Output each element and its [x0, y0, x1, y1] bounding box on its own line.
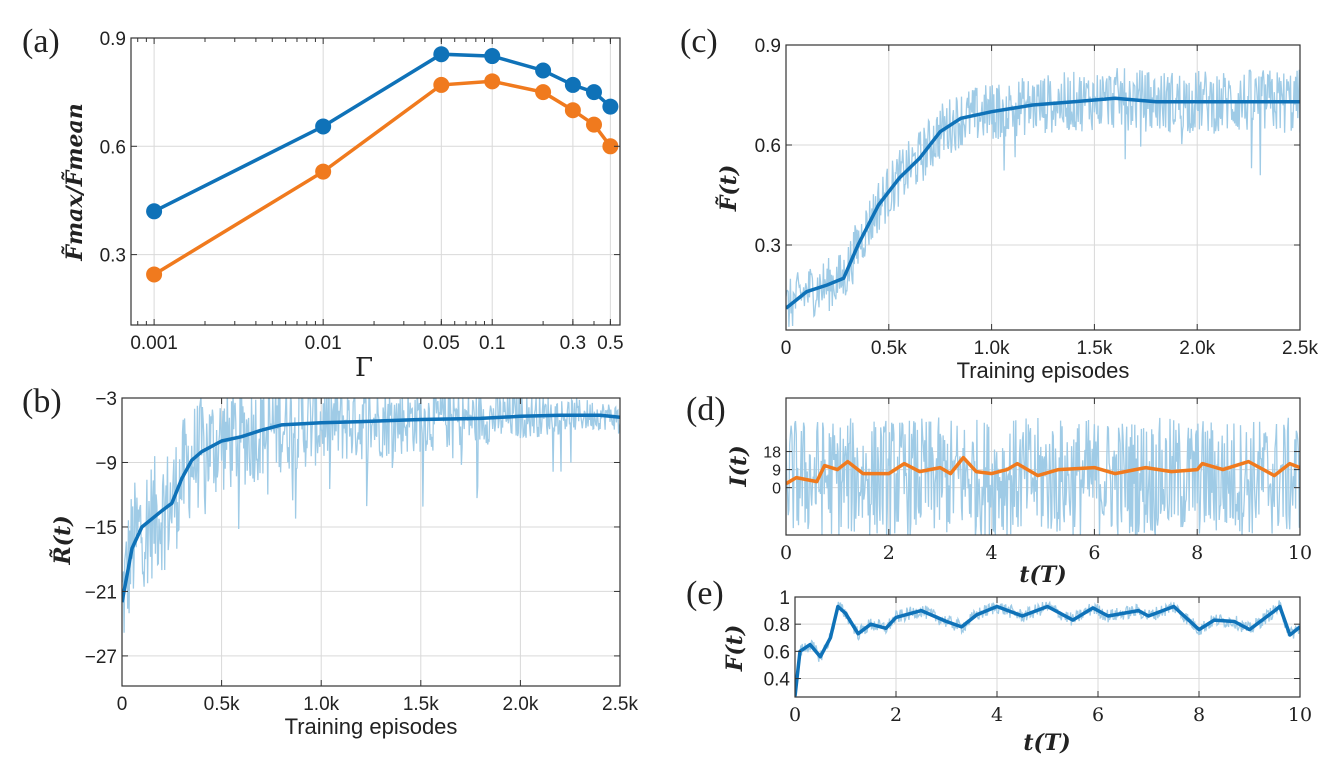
xlabel-b: Training episodes	[285, 714, 458, 739]
ylabel-e: F(t)	[722, 625, 748, 673]
y-tick-label: −3	[95, 389, 117, 410]
xlabel-d: t(T)	[1019, 562, 1066, 588]
plot-frame	[785, 44, 1301, 331]
x-tick-label: 6	[1088, 542, 1100, 564]
ylabel-d: I(t)	[726, 445, 752, 487]
x-tick-label: 0.3	[560, 333, 586, 354]
data-point-blue	[564, 76, 581, 93]
y-tick-label: 9	[772, 463, 781, 480]
x-tick-label: 0.5k	[204, 694, 240, 715]
panel-a: 0.001 0.01 0.05 0.1 0.3 0.5 0.3 0.6 0.9	[100, 29, 624, 354]
x-tick-label: 2	[883, 542, 895, 564]
x-tick-label: 10	[1288, 704, 1312, 726]
x-tick-label: 1.5k	[403, 694, 439, 715]
x-tick-label: 0.5k	[871, 338, 907, 359]
panel-b: 0 0.5k 1.0k 1.5k 2.0k 2.5k −27 −21 −15 −9 −3	[85, 389, 639, 715]
y-tick-label: 0.6	[764, 642, 790, 663]
x-tick-label: 2.0k	[1179, 338, 1215, 359]
x-tick-label: 10	[1288, 542, 1312, 564]
data-point-blue	[535, 62, 552, 79]
raw-series-line	[795, 600, 1300, 697]
y-tick-label: −9	[95, 453, 117, 474]
data-point-orange	[585, 116, 602, 133]
smoothed-series-line	[786, 96, 1300, 310]
smoothed-series-line	[795, 604, 1300, 697]
x-tick-label: 0	[789, 704, 801, 726]
plot-frame	[130, 37, 621, 326]
x-tick-label: 0.05	[423, 333, 460, 354]
data-point-orange	[564, 102, 581, 119]
ylabel-b: R̃(t)	[50, 515, 76, 565]
y-tick-label: 0.3	[100, 246, 126, 267]
data-point-blue	[433, 46, 450, 63]
data-point-blue	[585, 84, 602, 101]
data-point-orange	[315, 163, 332, 180]
data-point-orange	[602, 138, 619, 155]
data-point-orange	[535, 84, 552, 101]
x-tick-label: 2.5k	[602, 694, 638, 715]
x-tick-label: 4	[991, 704, 1003, 726]
x-tick-label: 1.0k	[974, 338, 1010, 359]
x-tick-label: 1.0k	[303, 694, 339, 715]
x-tick-label: 4	[986, 542, 998, 564]
xlabel-c: Training episodes	[957, 358, 1130, 383]
x-tick-label: 0.001	[130, 333, 178, 354]
y-tick-label: 0.4	[764, 670, 791, 691]
x-tick-label: 8	[1193, 704, 1205, 726]
plot-frame	[121, 397, 621, 687]
panel-e: 0 2 4 6 8 10 0.4 0.6 0.8 1	[764, 588, 1313, 726]
xlabel-a: Γ	[355, 353, 373, 383]
panel-label-c: (c)	[680, 23, 718, 60]
x-tick-label: 2.5k	[1282, 338, 1318, 359]
x-tick-label: 0.5	[597, 333, 623, 354]
x-tick-label: 2.0k	[502, 694, 538, 715]
x-tick-label: 0	[781, 338, 792, 359]
data-point-orange	[433, 76, 450, 93]
xlabel-e: t(T)	[1023, 730, 1070, 756]
y-tick-label: 0.6	[755, 136, 781, 157]
x-tick-label: 2	[890, 704, 902, 726]
raw-series-line	[786, 68, 1300, 327]
y-tick-label: 0.3	[755, 236, 781, 257]
ylabel-a: F̃max/F̃mean	[62, 103, 88, 261]
y-tick-label: 18	[763, 445, 781, 462]
panel-label-e: (e)	[686, 575, 724, 612]
y-tick-label: 0	[772, 481, 781, 498]
y-tick-label: −15	[85, 518, 117, 539]
data-point-blue	[315, 118, 332, 135]
y-tick-label: −21	[85, 582, 117, 603]
raw-series-line	[786, 417, 1300, 535]
y-tick-label: 0.8	[764, 615, 790, 636]
data-point-orange	[484, 73, 501, 90]
y-tick-label: 0.9	[100, 29, 126, 50]
panel-label-d: (d)	[686, 391, 726, 428]
x-tick-label: 8	[1191, 542, 1203, 564]
y-tick-label: 0.9	[755, 36, 781, 57]
plot-frame	[794, 596, 1301, 698]
data-point-blue	[146, 203, 163, 220]
panel-c: 0 0.5k 1.0k 1.5k 2.0k 2.5k 0.3 0.6 0.9	[755, 36, 1319, 359]
x-tick-label: 6	[1092, 704, 1104, 726]
data-point-blue	[484, 48, 501, 65]
y-tick-label: 0.6	[100, 137, 126, 158]
x-tick-label: 1.5k	[1076, 338, 1112, 359]
data-point-blue	[602, 98, 619, 115]
raw-series-line	[122, 398, 620, 633]
smoothed-series-line	[786, 455, 1300, 486]
data-point-orange	[146, 266, 163, 283]
plot-frame	[785, 397, 1301, 536]
panel-label-b: (b)	[22, 383, 62, 420]
y-tick-label: 1	[779, 588, 790, 609]
smoothed-series-line	[122, 413, 620, 603]
panel-label-a: (a)	[22, 23, 60, 60]
x-tick-label: 0.1	[479, 333, 505, 354]
ylabel-c: F̃(t)	[716, 165, 742, 213]
x-tick-label: 0.01	[305, 333, 342, 354]
x-tick-label: 0	[780, 542, 792, 564]
x-tick-label: 0	[117, 694, 128, 715]
y-tick-label: −27	[85, 647, 117, 668]
